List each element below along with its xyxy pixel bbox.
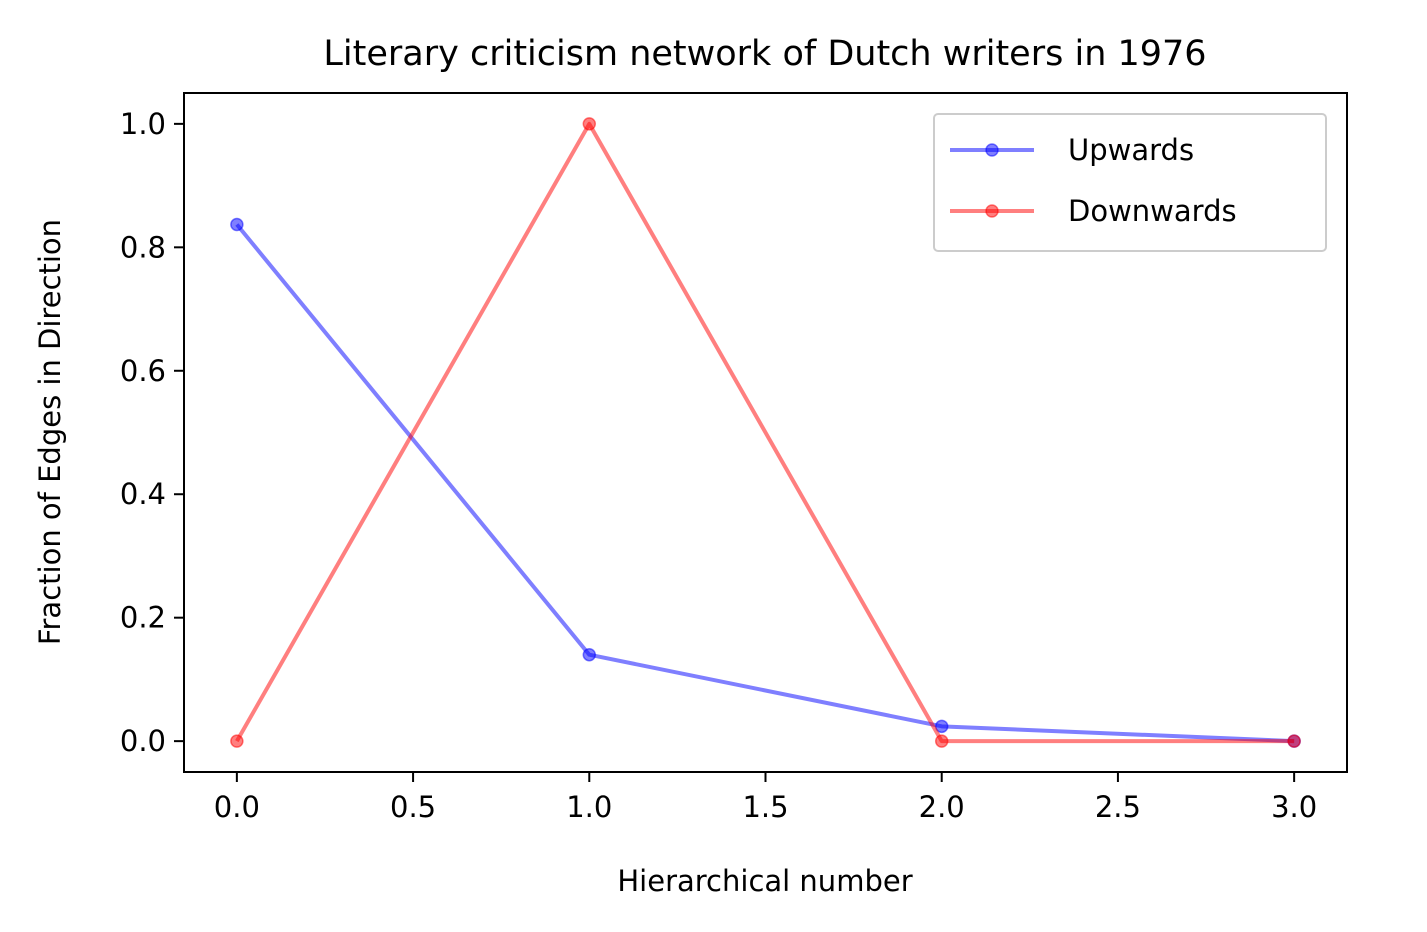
x-tick-label: 2.5	[1095, 790, 1141, 824]
x-tick-label: 0.0	[214, 790, 260, 824]
legend-label-upwards: Upwards	[1068, 133, 1194, 167]
data-point-upwards	[582, 647, 597, 662]
data-point-downwards	[230, 734, 244, 748]
data-point-downwards	[582, 117, 597, 131]
data-point-downwards	[1287, 734, 1301, 748]
chart-title: Literary criticism network of Dutch writ…	[323, 34, 1206, 74]
y-tick-label: 0.8	[120, 230, 166, 264]
x-tick-label: 1.5	[742, 790, 788, 824]
x-tick-label: 0.5	[390, 790, 436, 824]
y-axis: 0.0 0.2 0.4 0.6 0.8 1.0	[120, 107, 184, 758]
series-line-downwards	[235, 121, 1295, 744]
series-line-upwards	[235, 223, 1295, 744]
series-layer	[230, 117, 1301, 748]
legend: Upwards Downwards	[933, 113, 1327, 252]
x-axis-title: Hierarchical number	[617, 864, 912, 898]
y-axis-title: Fraction of Edges in Direction	[33, 219, 67, 645]
x-tick-label: 2.0	[919, 790, 965, 824]
legend-marker-upwards	[985, 143, 999, 157]
legend-marker-downwards	[985, 204, 999, 218]
data-point-downwards	[934, 734, 949, 748]
y-tick-label: 0.4	[120, 477, 166, 511]
y-tick-label: 0.0	[120, 724, 166, 758]
data-point-upwards	[230, 217, 244, 232]
x-tick-label: 3.0	[1271, 790, 1317, 824]
y-tick-label: 0.6	[120, 354, 166, 388]
x-tick-label: 1.0	[566, 790, 612, 824]
y-tick-label: 1.0	[120, 107, 166, 141]
data-point-upwards	[934, 719, 949, 734]
x-axis: 0.0 0.5 1.0 1.5 2.0 2.5 3.0	[214, 772, 1317, 824]
y-tick-label: 0.2	[120, 601, 166, 635]
legend-label-downwards: Downwards	[1068, 194, 1237, 228]
